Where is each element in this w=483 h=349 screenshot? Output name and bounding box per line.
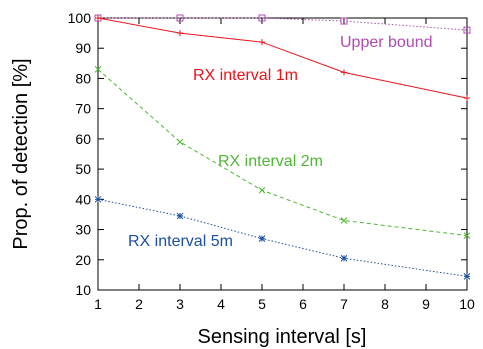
y-tick-label: 90 <box>75 40 91 56</box>
x-tick-label: 2 <box>135 296 143 312</box>
y-tick-label: 70 <box>75 101 91 117</box>
y-tick-label: 60 <box>75 131 91 147</box>
y-tick-label: 50 <box>75 161 91 177</box>
series-labels: Upper bound RX interval 1m RX interval 2m R… <box>128 34 433 250</box>
series-2 <box>94 66 471 239</box>
data-point <box>258 14 266 22</box>
data-point <box>340 217 348 224</box>
ticks: 1 2 3 4 5 6 7 8 9 10 10 20 30 40 50 60 70 80 90 100 <box>68 10 475 312</box>
series-group <box>94 14 471 280</box>
series-3 <box>94 195 471 280</box>
x-tick-label: 8 <box>381 296 389 312</box>
series-line <box>98 17 468 31</box>
data-point <box>340 17 348 25</box>
x-tick-label: 1 <box>94 296 102 312</box>
series-label: RX interval 2m <box>218 153 323 170</box>
data-point <box>176 212 184 220</box>
data-point <box>340 254 348 262</box>
data-point <box>95 15 101 21</box>
data-point <box>463 26 471 34</box>
y-tick-label: 30 <box>75 222 91 238</box>
x-tick-label: 5 <box>258 296 266 312</box>
series-label: RX interval 5m <box>128 233 233 250</box>
y-tick-label: 40 <box>75 191 91 207</box>
y-tick-label: 100 <box>68 10 92 26</box>
data-point <box>177 30 183 37</box>
axes <box>97 17 468 291</box>
data-point <box>176 14 184 22</box>
x-tick-label: 6 <box>299 296 307 312</box>
data-point <box>341 69 347 76</box>
x-tick-label: 10 <box>459 296 475 312</box>
series-label: Upper bound <box>340 34 433 51</box>
x-axis-title: Sensing interval [s] <box>198 326 367 348</box>
y-axis-title: Prop. of detection [%] <box>10 58 32 249</box>
plot-frame <box>97 17 468 291</box>
x-tick-label: 9 <box>422 296 430 312</box>
data-point <box>259 39 265 46</box>
data-point <box>176 138 184 146</box>
data-point <box>94 66 102 73</box>
data-point <box>463 273 471 280</box>
series-label: RX interval 1m <box>193 67 298 84</box>
data-point <box>94 195 102 203</box>
x-tick-label: 3 <box>176 296 184 312</box>
series-1 <box>95 15 470 102</box>
x-tick-label: 4 <box>217 296 225 312</box>
y-tick-label: 10 <box>75 282 91 298</box>
series-line <box>97 17 468 99</box>
y-tick-label: 80 <box>75 70 91 86</box>
x-tick-label: 7 <box>340 296 348 312</box>
y-tick-label: 20 <box>75 252 91 268</box>
data-point <box>258 186 266 194</box>
data-point <box>464 95 470 102</box>
data-point <box>463 232 471 239</box>
data-point <box>258 235 266 242</box>
